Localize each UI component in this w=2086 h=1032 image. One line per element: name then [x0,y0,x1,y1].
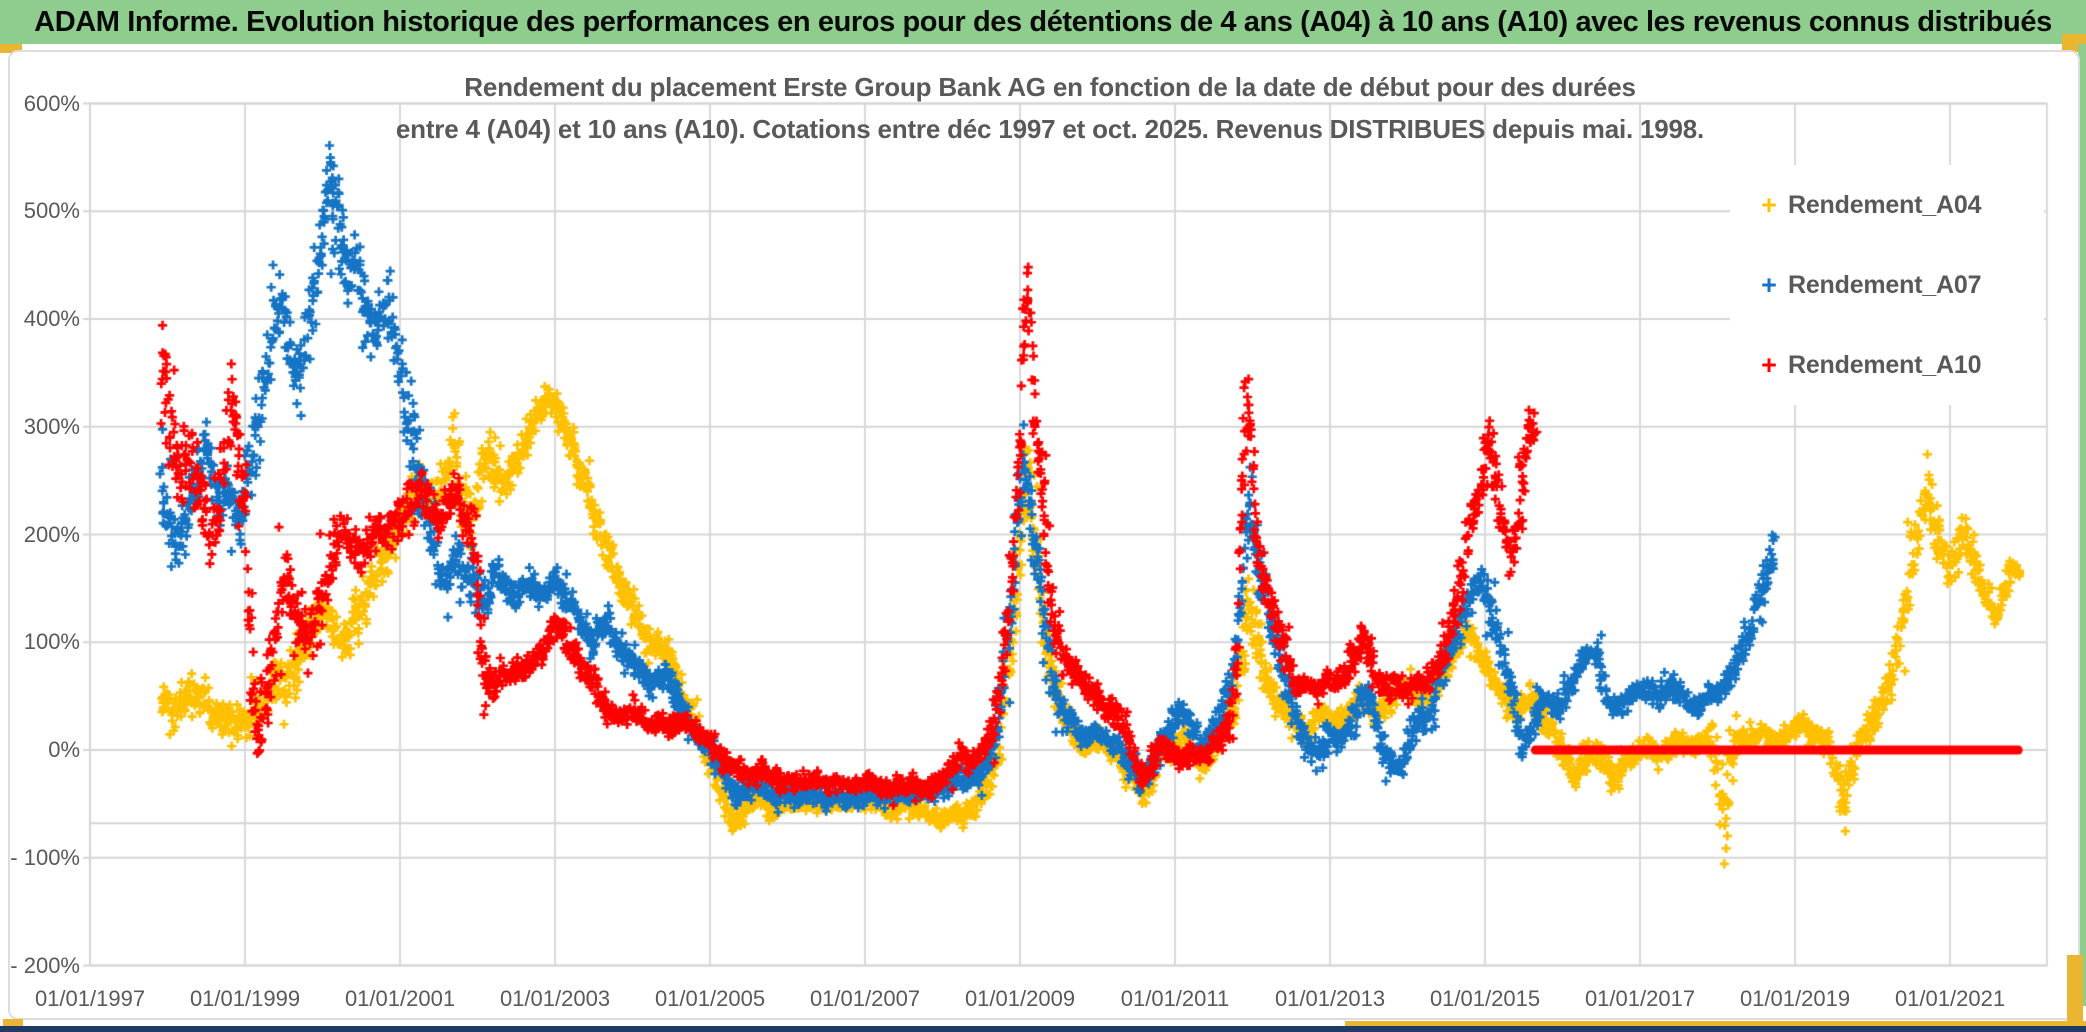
y-axis-tick-label: 400% [23,306,80,331]
legend-label-a04: Rendement_A04 [1788,190,1982,219]
legend-item-a04[interactable]: + Rendement_A04 [1730,165,2044,245]
chart-title-line2: entre 4 (A04) et 10 ans (A10). Cotations… [395,114,1705,144]
gold-accent-bottom-left [3,1019,23,1029]
plus-marker-icon-a07: + [1761,269,1777,300]
legend-item-a10[interactable]: + Rendement_A10 [1730,325,2044,405]
x-axis-tick-label: 01/01/2009 [964,986,1076,1011]
x-axis-tick-label: 01/01/2005 [654,986,766,1011]
x-axis-tick-label: 01/01/1997 [34,986,146,1011]
y-axis-tick-label: 600% [23,90,80,116]
y-axis-tick-label: - 200% [10,952,80,978]
x-axis-tick-label: 01/01/2017 [1584,986,1696,1011]
x-axis-tick-label: 01/01/2021 [1894,986,2006,1011]
legend-label-a07: Rendement_A07 [1788,270,1982,299]
x-axis-tick-label: 01/01/2011 [1120,986,1230,1011]
gold-accent-bottom-right-vertical [2067,955,2083,1021]
plus-marker-icon-a04: + [1761,189,1777,220]
x-axis-tick-label: 01/01/2007 [809,986,921,1011]
y-axis-tick-label: 500% [23,198,80,224]
y-axis-tick-label: 100% [23,629,80,655]
x-axis-tick-label: 01/01/2003 [499,986,611,1011]
x-axis-tick-label: 01/01/1999 [189,986,301,1011]
gold-accent-bottom-strip [1345,1021,2086,1029]
y-axis-tick-label: 0% [48,737,80,762]
legend-item-a07[interactable]: + Rendement_A07 [1730,245,2044,325]
bottom-edge-bar [0,1026,2086,1032]
x-axis-tick-label: 01/01/2001 [344,986,456,1011]
plus-marker-icon-a10: + [1761,349,1777,380]
y-axis-tick-label: 300% [23,413,80,439]
x-axis-tick-label: 01/01/2013 [1274,986,1386,1011]
y-axis-tick-label: - 100% [10,844,80,870]
x-axis-tick-label: 01/01/2019 [1739,986,1851,1011]
chart-legend: + Rendement_A04 + Rendement_A07 + Rendem… [1730,165,2044,405]
y-axis-tick-label: 200% [23,521,80,547]
chart-title-line1: Rendement du placement Erste Group Bank … [464,72,1636,102]
legend-label-a10: Rendement_A10 [1788,350,1982,379]
x-axis-tick-label: 01/01/2015 [1429,986,1541,1011]
